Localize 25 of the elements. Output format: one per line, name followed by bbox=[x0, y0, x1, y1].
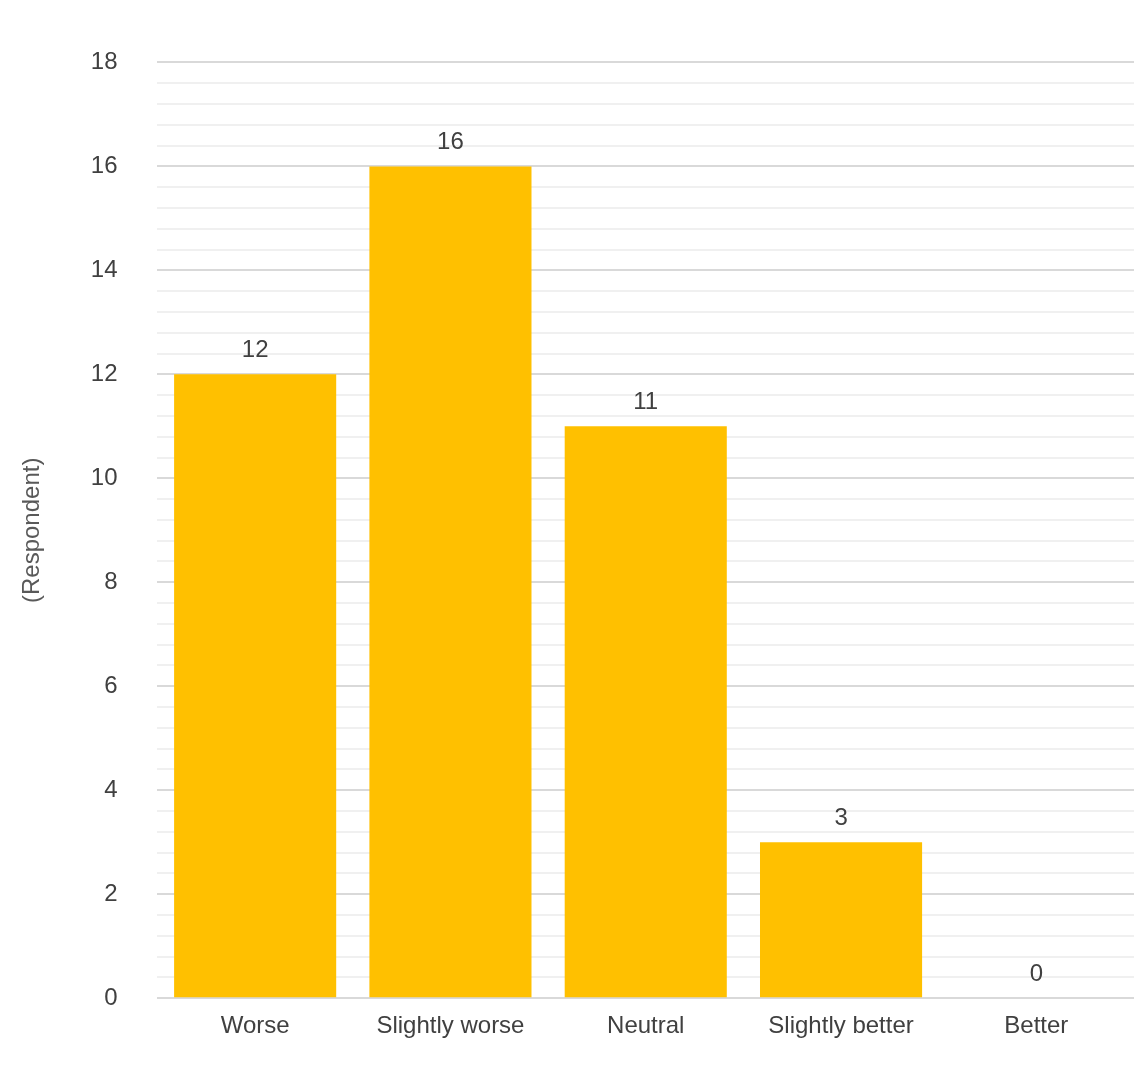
y-tick-label: 16 bbox=[90, 151, 118, 178]
x-tick-label: Slightly better bbox=[768, 1011, 914, 1039]
x-tick-label: Worse bbox=[220, 1011, 290, 1039]
bar bbox=[760, 842, 923, 998]
y-tick-label: 4 bbox=[104, 774, 118, 802]
y-tick-label: 18 bbox=[90, 47, 118, 75]
y-axis-title: (Respondent) bbox=[17, 457, 45, 604]
x-tick-label: Neutral bbox=[607, 1011, 685, 1039]
y-tick-label: 10 bbox=[90, 462, 118, 490]
x-tick-label: Better bbox=[1004, 1011, 1069, 1039]
bar bbox=[564, 426, 727, 998]
data-label: 3 bbox=[834, 802, 848, 830]
y-tick-label: 8 bbox=[104, 566, 118, 594]
data-label: 0 bbox=[1029, 958, 1044, 986]
y-tick-label: 14 bbox=[90, 254, 118, 282]
bar bbox=[369, 166, 532, 998]
y-tick-label: 2 bbox=[104, 878, 118, 906]
data-label: 11 bbox=[633, 386, 659, 414]
y-tick-label: 6 bbox=[104, 670, 118, 698]
bar bbox=[174, 374, 337, 998]
data-label: 16 bbox=[437, 127, 464, 154]
y-tick-label: 0 bbox=[104, 982, 118, 1010]
data-label: 12 bbox=[241, 334, 269, 362]
x-tick-label: Slightly worse bbox=[376, 1011, 525, 1039]
y-tick-label: 12 bbox=[90, 358, 118, 386]
